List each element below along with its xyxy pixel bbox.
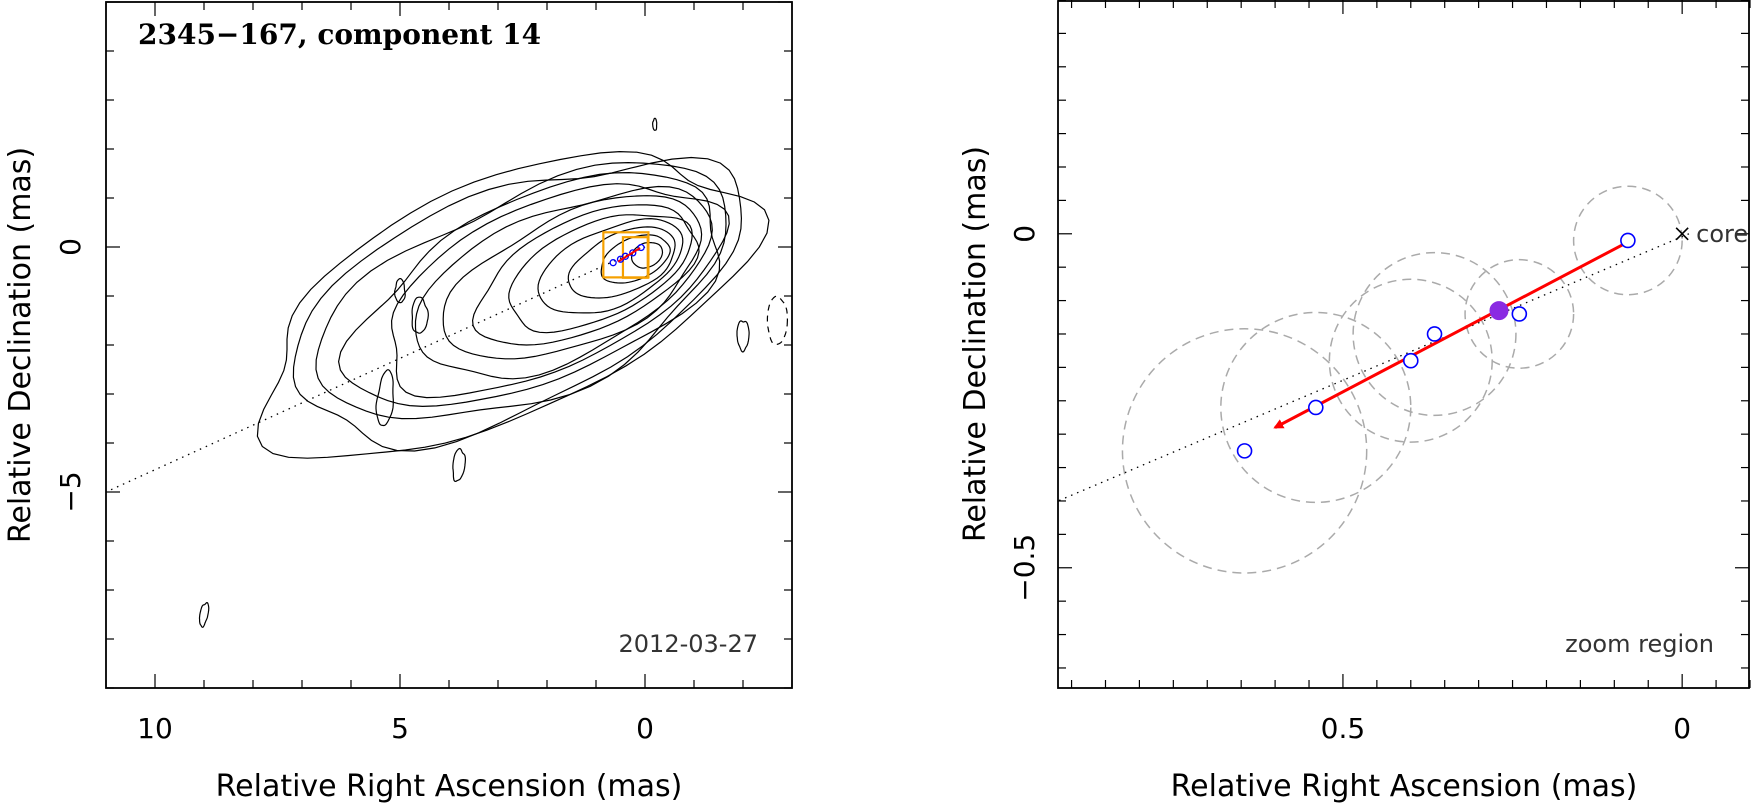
zoom-region-label: zoom region [1565, 630, 1714, 658]
component-marker [637, 243, 645, 252]
contour-line [394, 278, 406, 304]
uncertainty-circle [1328, 278, 1493, 443]
contour-line [411, 296, 429, 334]
component-point [1426, 326, 1443, 342]
contour-line [198, 602, 210, 628]
contour-line [390, 183, 730, 399]
component-marker [609, 259, 617, 267]
y-tick-label: −5 [54, 471, 87, 512]
chart-title: 2345−167, component 14 [138, 18, 541, 51]
contour-line [375, 369, 394, 427]
core-label: core [1696, 220, 1748, 248]
x-tick-label: 0.5 [1321, 712, 1366, 745]
component-point [1236, 443, 1253, 459]
highlight-point [1489, 301, 1509, 321]
y-tick-label: 0 [54, 238, 87, 256]
contour-line [442, 195, 703, 360]
contour-line [600, 234, 671, 284]
contour-lines [198, 117, 788, 628]
motion-arrow [1273, 242, 1626, 429]
y-axis-label: Relative Declination (mas) [958, 146, 993, 542]
uncertainty-circle [1464, 258, 1575, 369]
contour-axis-ticks [105, 1, 793, 689]
uncertainty-circle [1220, 311, 1412, 504]
trend-line [1057, 233, 1690, 502]
uncertainty-circle [1352, 251, 1517, 417]
contour-panel: 2345−167, component 14 2012-03-27 Relati… [3, 1, 793, 804]
contour-line [630, 241, 664, 269]
component-point [1511, 306, 1528, 322]
y-tick-label: −0.5 [1008, 534, 1041, 602]
zoom-plot-frame [1057, 0, 1750, 689]
x-tick-label: 0 [636, 712, 654, 745]
contour-line [736, 320, 750, 353]
component-point [1402, 352, 1419, 369]
zoom-panel: zoom region core Relative Right Ascensio… [958, 0, 1751, 804]
component-point [1620, 232, 1636, 249]
contour-line [452, 447, 466, 483]
x-axis-label: Relative Right Ascension (mas) [1171, 769, 1638, 804]
contour-line [337, 171, 721, 408]
contour-line [508, 214, 693, 334]
core-marker [1675, 227, 1689, 241]
uncertainty-circle [1121, 328, 1368, 574]
uncertainty-circle [1572, 185, 1683, 296]
zoom-axis-ticks [1058, 0, 1751, 688]
component-point [1308, 399, 1324, 416]
zoom-box [602, 231, 650, 279]
contour-line [537, 217, 684, 314]
x-tick-label: 10 [137, 712, 173, 745]
contour-overlays [105, 231, 650, 493]
x-tick-label: 5 [391, 712, 409, 745]
zoom-data [1057, 185, 1690, 574]
trend-line [105, 246, 646, 493]
contour-line [315, 161, 727, 420]
contour-plot-frame [105, 1, 793, 689]
contour-line [292, 156, 743, 452]
y-tick-label: 0 [1008, 225, 1041, 243]
contour-line [567, 226, 676, 299]
negative-contour [766, 295, 788, 346]
observation-date: 2012-03-27 [619, 630, 758, 658]
contour-line [256, 150, 770, 459]
x-tick-label: 0 [1673, 712, 1691, 745]
motion-arrow [617, 247, 641, 263]
y-axis-label: Relative Declination (mas) [3, 147, 38, 543]
component-marker [629, 249, 637, 257]
x-axis-label: Relative Right Ascension (mas) [216, 769, 683, 804]
contour-line [651, 117, 658, 131]
